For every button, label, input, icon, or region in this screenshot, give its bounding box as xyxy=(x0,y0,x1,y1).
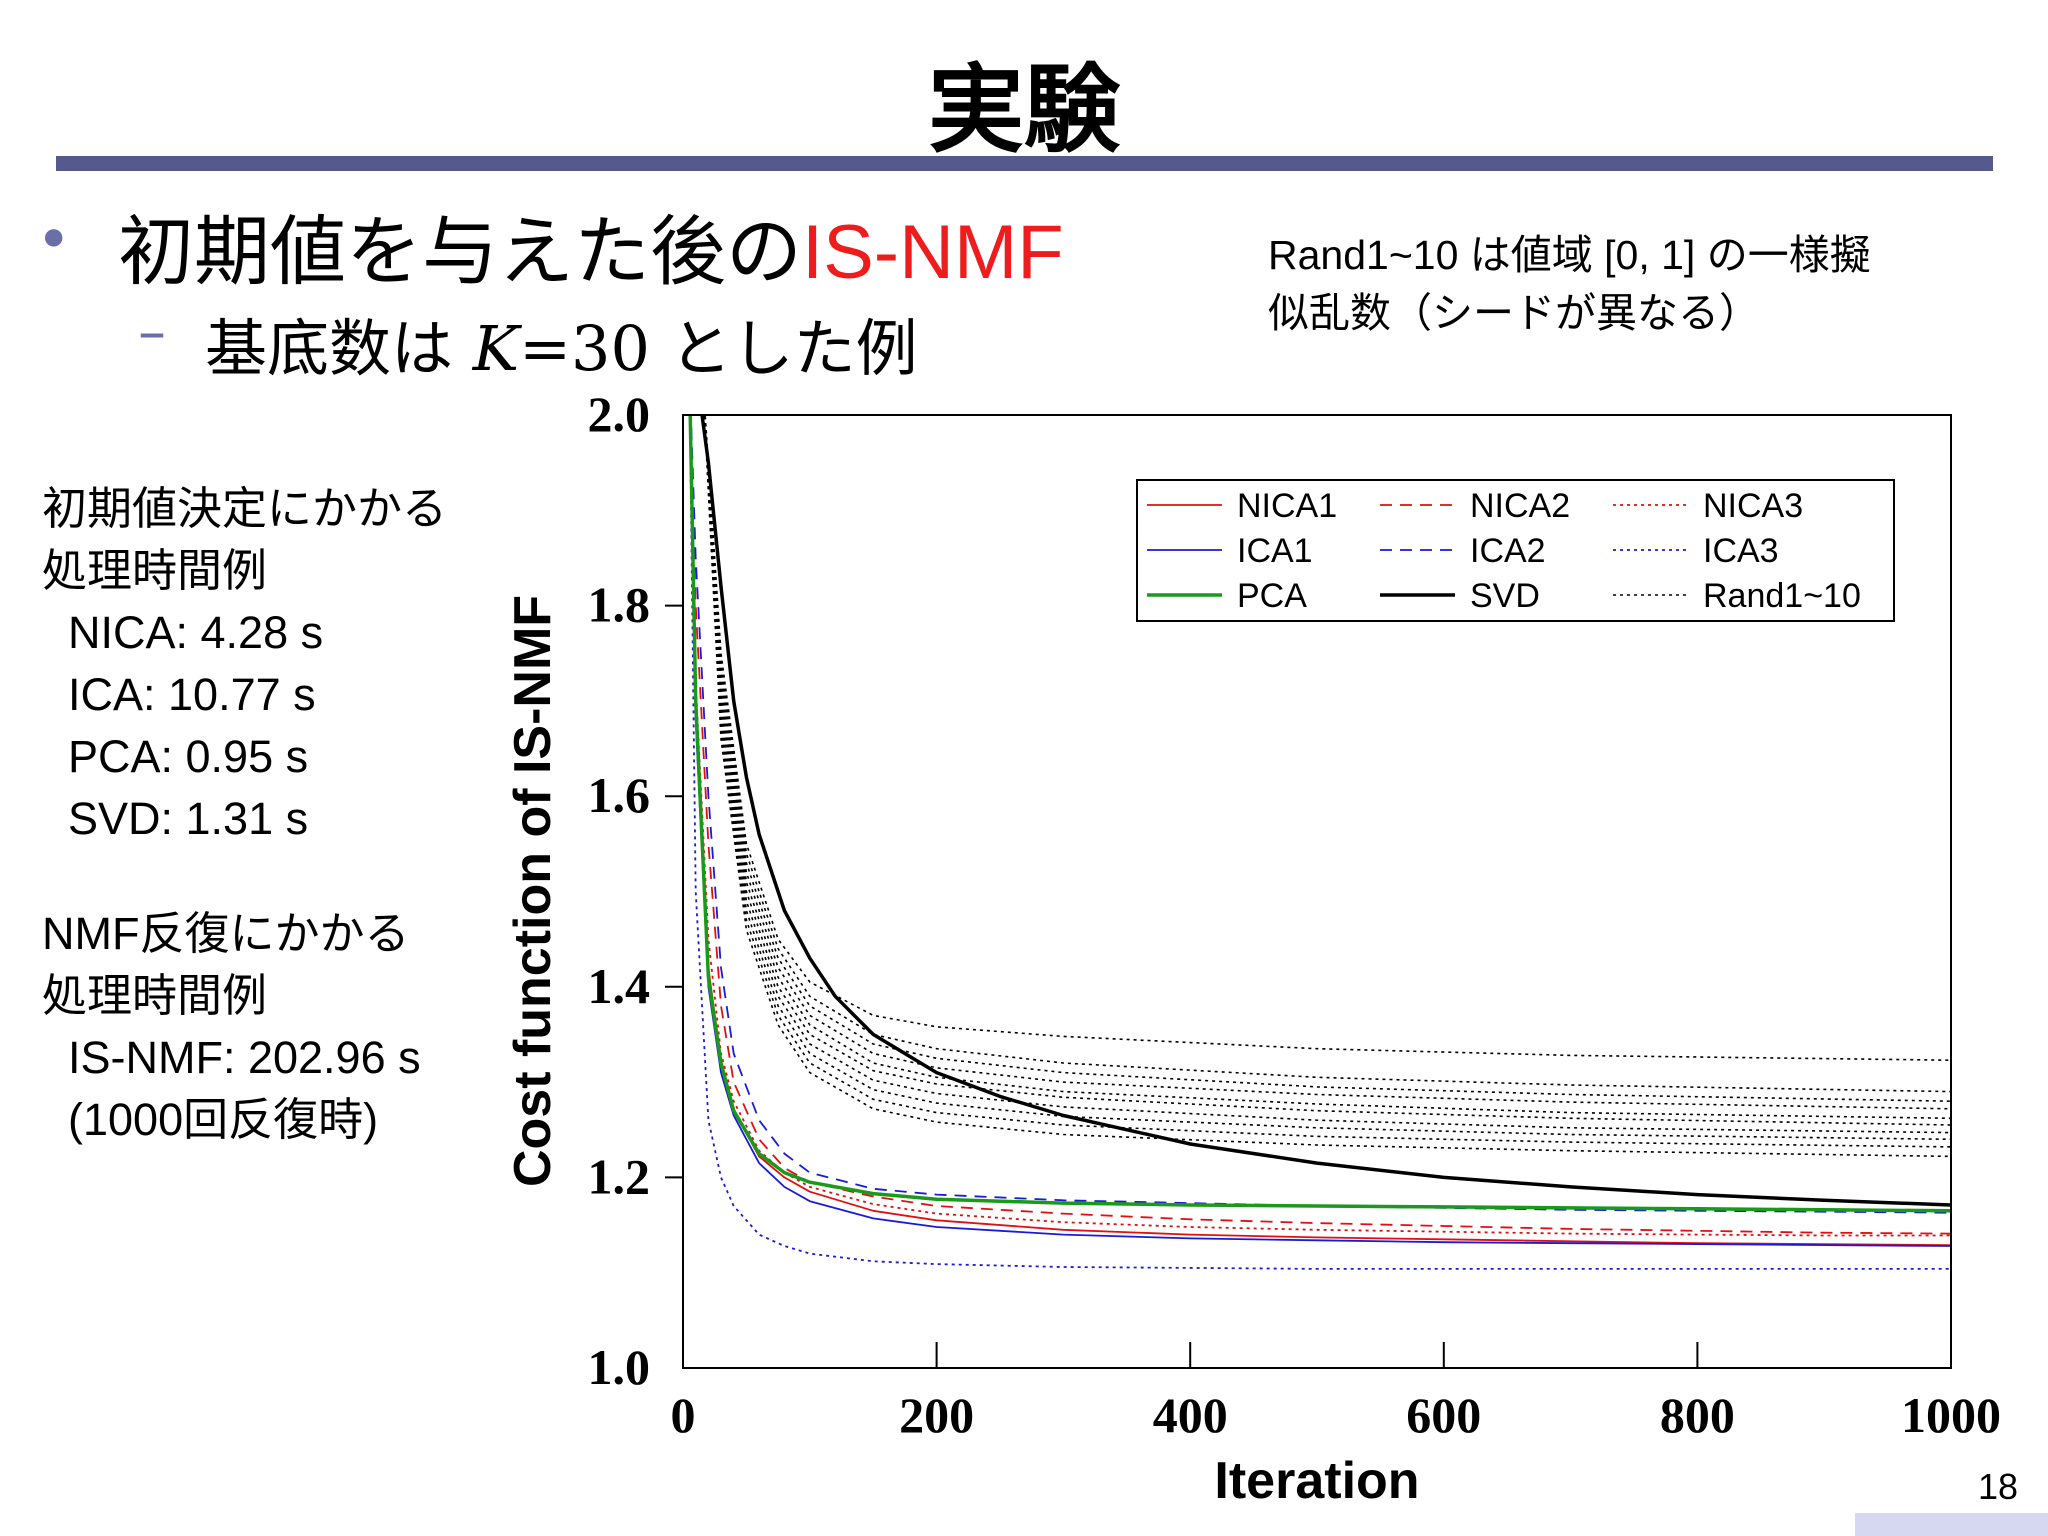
main-bullet-text: 初期値を与えた後の xyxy=(118,207,802,296)
series-line-rand xyxy=(703,415,1951,1126)
series-line-nica2 xyxy=(689,415,1951,1235)
y-tick-label: 1.8 xyxy=(588,577,651,633)
x-tick-label: 0 xyxy=(671,1387,696,1443)
y-tick-label: 2.0 xyxy=(588,386,651,442)
y-tick-label: 1.2 xyxy=(588,1148,651,1204)
bullet-dot-icon: • xyxy=(36,205,72,275)
sub-bullet-variable: K xyxy=(472,312,520,385)
legend-label-nica3: NICA3 xyxy=(1703,487,1803,525)
nmf-time-heading: NMF反復にかかる xyxy=(42,908,410,959)
axis-layer: 0 200 400 600 800 1000 1.0 1.2 1.4 1.6 1.8 2.0 xyxy=(588,386,2002,1443)
series-line-svd xyxy=(700,415,1951,1207)
nmf-time-heading: 処理時間例 xyxy=(42,970,268,1021)
x-tick-label: 200 xyxy=(899,1387,974,1443)
legend-label-ica2: ICA2 xyxy=(1470,532,1546,570)
legend-label-nica2: NICA2 xyxy=(1470,487,1570,525)
nmf-time-isnmf: IS-NMF: 202.96 s xyxy=(68,1032,421,1083)
plot-frame xyxy=(682,414,1952,1369)
rand-note-line: 似乱数（シードが異なる） xyxy=(1268,290,1760,336)
legend-label-ica3: ICA3 xyxy=(1703,532,1779,570)
series-line-rand xyxy=(704,415,1951,1110)
main-bullet-accent: IS-NMF xyxy=(802,210,1064,295)
series-line-rand xyxy=(703,415,1951,1148)
nmf-time-iterations: (1000回反復時) xyxy=(68,1094,379,1145)
init-time-ica: ICA: 10.77 s xyxy=(68,669,316,720)
init-time-pca: PCA: 0.95 s xyxy=(68,731,309,782)
series-line-pca xyxy=(688,415,1951,1213)
x-tick-label: 800 xyxy=(1660,1387,1735,1443)
legend-box xyxy=(1136,479,1895,622)
y-axis-label: Cost function of IS-NMF xyxy=(504,595,562,1187)
series-line-rand xyxy=(704,415,1951,1102)
init-time-nica: NICA: 4.28 s xyxy=(68,607,324,658)
init-time-svd: SVD: 1.31 s xyxy=(68,793,309,844)
x-tick-label: 400 xyxy=(1153,1387,1228,1443)
slide-title: 実験 xyxy=(928,54,1120,166)
series-line-rand xyxy=(703,415,1951,1158)
y-tick-label: 1.0 xyxy=(588,1339,651,1395)
series-line-rand xyxy=(704,415,1951,1093)
x-tick-label: 1000 xyxy=(1901,1387,2001,1443)
corner-decoration xyxy=(1855,1513,2048,1536)
series-layer xyxy=(688,415,1951,1270)
nmf-time-block: NMF反復にかかる 処理時間例 IS-NMF: 202.96 s (1000回反… xyxy=(42,903,421,1151)
init-time-block: 初期値決定にかかる 処理時間例 NICA: 4.28 s ICA: 10.77 … xyxy=(42,478,447,850)
series-line-ica2 xyxy=(689,415,1951,1214)
legend-label-svd: SVD xyxy=(1470,577,1540,615)
rand-note: Rand1~10 は値域 [0, 1] の一様擬 似乱数（シードが異なる） xyxy=(1268,226,1871,342)
x-tick-label: 600 xyxy=(1406,1387,1481,1443)
series-line-rand xyxy=(703,415,1951,1134)
sub-bullet-dash-icon: – xyxy=(138,300,166,365)
y-tick-label: 1.6 xyxy=(588,767,651,823)
sub-bullet-equals: = xyxy=(519,312,572,385)
legend-label-pca: PCA xyxy=(1237,577,1307,615)
init-time-heading: 初期値決定にかかる xyxy=(42,483,448,534)
legend-label-rand1-10: Rand1~10 xyxy=(1703,577,1861,615)
rand-note-line: Rand1~10 は値域 [0, 1] の一様擬 xyxy=(1268,232,1871,278)
sub-bullet-number: 30 xyxy=(571,312,650,385)
legend: NICA1 NICA2 NICA3 ICA1 ICA2 ICA3 PCA SVD Rand1~1… xyxy=(1136,479,1895,622)
sub-bullet-suffix: とした例 xyxy=(669,312,918,385)
sub-bullet-prefix: 基底数は xyxy=(205,312,454,385)
series-line-rand1-10 xyxy=(704,415,1951,1061)
legend-label-nica1: NICA1 xyxy=(1237,487,1337,525)
y-tick-label: 1.4 xyxy=(588,958,651,1014)
series-line-nica3 xyxy=(689,415,1951,1237)
sub-bullet: 基底数は K=30 とした例 xyxy=(205,298,918,388)
main-bullet: 初期値を与えた後のIS-NMF xyxy=(118,190,1064,300)
legend-label-ica1: ICA1 xyxy=(1237,532,1313,570)
x-axis-label: Iteration xyxy=(1214,1452,1419,1510)
series-line-ica3 xyxy=(688,415,1951,1270)
page-number: 18 xyxy=(1978,1466,2019,1507)
title-rule xyxy=(56,156,1993,171)
init-time-heading: 処理時間例 xyxy=(42,545,268,596)
